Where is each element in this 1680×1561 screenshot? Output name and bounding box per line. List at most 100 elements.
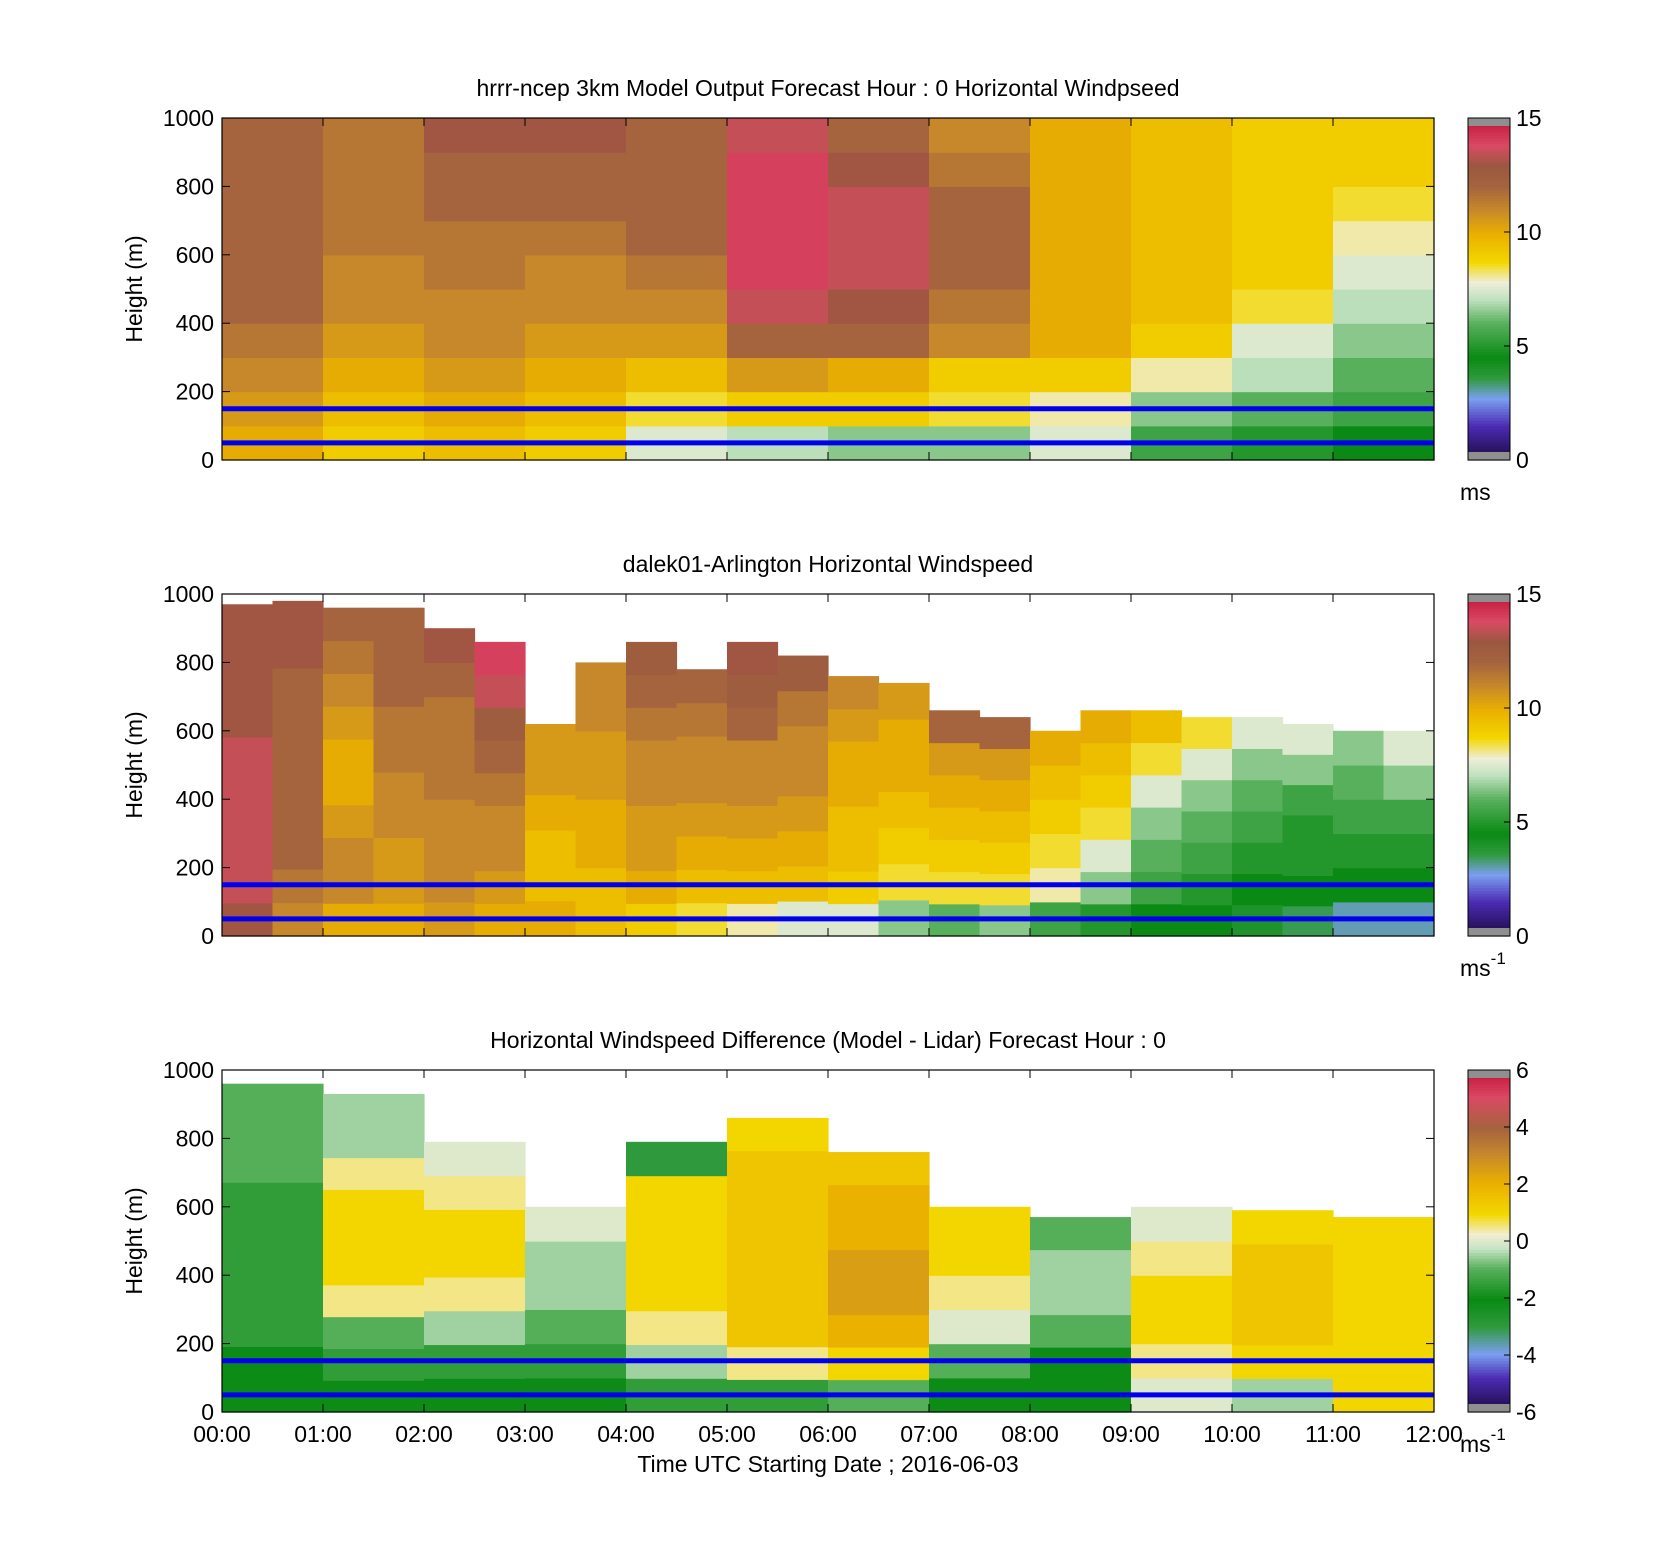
colorbar-swatch [1468, 1335, 1510, 1339]
heatmap-cell [222, 604, 274, 639]
heatmap-cell [828, 1184, 930, 1218]
colorbar-swatch [1468, 898, 1510, 903]
heatmap-cell [222, 670, 274, 705]
heatmap-cell [828, 1152, 930, 1186]
heatmap-cell [1030, 323, 1132, 358]
heatmap-cell [929, 1309, 1031, 1345]
heatmap-cell [222, 1149, 324, 1183]
heatmap-cell [424, 220, 526, 256]
heatmap-cell [323, 357, 425, 393]
colorbar-swatch [1468, 1181, 1510, 1185]
colorbar-swatch [1468, 810, 1510, 815]
heatmap-cell [424, 628, 476, 663]
heatmap-cell [272, 801, 324, 837]
heatmap-cell [272, 634, 324, 669]
heatmap-cell [1333, 186, 1435, 222]
heatmap-cell [1131, 839, 1183, 873]
colorbar-swatch [1468, 645, 1510, 649]
colorbar-swatch [1468, 365, 1510, 370]
heatmap-cell [626, 870, 678, 904]
heatmap-cell [525, 1309, 627, 1345]
heatmap-cell [424, 357, 526, 393]
colorbar-swatch [1468, 1192, 1510, 1196]
colorbar-swatch [1468, 1355, 1510, 1359]
colorbar-swatch [1468, 1169, 1510, 1174]
colorbar-swatch [1468, 1152, 1510, 1157]
colorbar-swatch [1468, 1394, 1510, 1399]
colorbar-swatch [1468, 685, 1510, 689]
colorbar-swatch [1468, 240, 1510, 244]
heatmap-cell [727, 1183, 829, 1217]
colorbar-swatch [1468, 1084, 1510, 1088]
heatmap-cell [727, 323, 829, 358]
colorbar-swatch [1468, 1272, 1510, 1276]
y-tick-label: 1000 [163, 1057, 214, 1083]
heatmap-cell [474, 739, 526, 774]
colorbar-swatch [1468, 1243, 1510, 1248]
colorbar-swatch [1468, 314, 1510, 319]
heatmap-cell [323, 1125, 425, 1159]
y-tick-label: 600 [176, 242, 214, 268]
colorbar-swatch [1468, 793, 1510, 797]
heatmap-cell [878, 682, 930, 720]
heatmap-cell [424, 1175, 526, 1210]
colorbar-swatch [1468, 1235, 1510, 1239]
colorbar-swatch [1468, 861, 1510, 866]
colorbar-swatch [1468, 1309, 1510, 1313]
heatmap-cell [727, 1117, 829, 1152]
heatmap-cell [1232, 152, 1334, 187]
colorbar-swatch [1468, 385, 1510, 390]
heatmap-cell [1131, 186, 1233, 222]
colorbar-swatch [1468, 357, 1510, 361]
heatmap-cell [424, 152, 526, 187]
heatmap-cell [1030, 833, 1082, 869]
colorbar-swatch [1468, 819, 1510, 823]
colorbar-swatch [1468, 351, 1510, 356]
colorbar-swatch [1468, 397, 1510, 401]
heatmap-cell [323, 1284, 425, 1318]
heatmap-cell [222, 186, 324, 222]
colorbar-swatch [1468, 1377, 1510, 1382]
colorbar-swatch [1468, 853, 1510, 857]
heatmap-cell [373, 706, 425, 740]
colorbar-swatch [1468, 334, 1510, 339]
heatmap-cell [323, 220, 425, 256]
colorbar-tick-label: 5 [1516, 809, 1529, 835]
colorbar-swatch [1468, 679, 1510, 683]
colorbar-swatch [1468, 1209, 1510, 1214]
heatmap-cell [1080, 871, 1132, 905]
heatmap-cell [474, 837, 526, 872]
heatmap-cell [424, 765, 476, 800]
heatmap-cell [1333, 1347, 1435, 1381]
heatmap-cell [323, 118, 425, 153]
colorbar-swatch [1468, 622, 1510, 626]
colorbar-swatch [1468, 1087, 1510, 1091]
heatmap-cell [727, 1313, 829, 1348]
colorbar-swatch [1468, 1135, 1510, 1139]
colorbar-swatch [1468, 212, 1510, 216]
heatmap-cell [1030, 1249, 1132, 1283]
heatmap-cell [1282, 875, 1334, 907]
heatmap-cell [1282, 723, 1334, 755]
heatmap-cell [424, 186, 526, 222]
heatmap-cell [626, 1175, 728, 1210]
colorbar-swatch [1468, 440, 1510, 444]
heatmap-cell [828, 1282, 930, 1316]
colorbar-swatch [1468, 1249, 1510, 1253]
colorbar-swatch [1468, 360, 1510, 364]
colorbar-swatch [1468, 1226, 1510, 1231]
colorbar-swatch [1468, 1089, 1510, 1094]
colorbar-swatch [1468, 736, 1510, 740]
colorbar-swatch [1468, 269, 1510, 273]
heatmap-cell [525, 254, 627, 290]
colorbar-swatch [1468, 910, 1510, 914]
colorbar-swatch [1468, 625, 1510, 629]
colorbar-swatch [1468, 289, 1510, 293]
x-tick-label: 00:00 [193, 1421, 251, 1447]
colorbar-swatch [1468, 1292, 1510, 1296]
heatmap-cell [929, 807, 981, 840]
colorbar-swatch [1468, 896, 1510, 900]
heatmap-cell [323, 804, 375, 839]
colorbar-swatch [1468, 1112, 1510, 1117]
colorbar-tick-label: 10 [1516, 695, 1542, 721]
